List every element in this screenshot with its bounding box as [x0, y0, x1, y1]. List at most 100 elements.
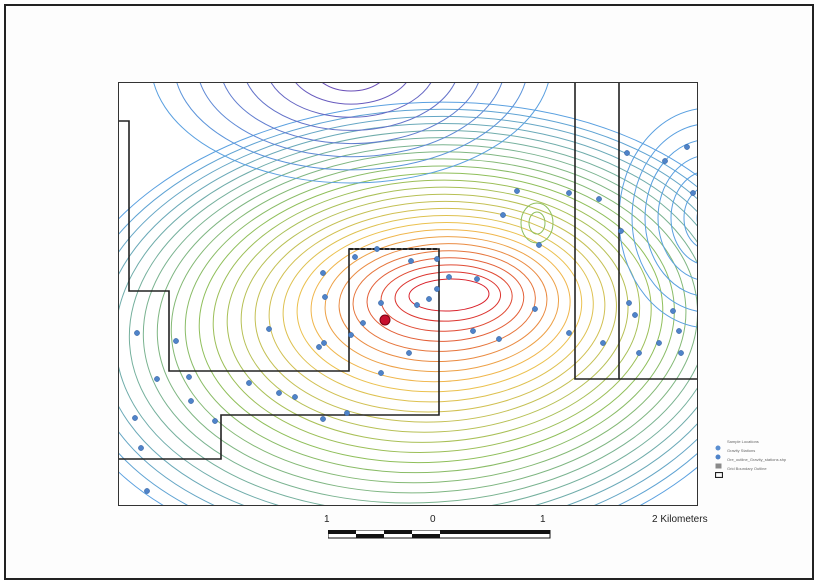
station-point [414, 302, 420, 308]
station-point [496, 336, 502, 342]
boundary-line [574, 83, 697, 380]
station-point [316, 344, 322, 350]
contour-map-svg [119, 83, 697, 505]
station-point [670, 308, 676, 314]
contour-line [631, 124, 697, 312]
contour-line [184, 165, 675, 474]
station-point [173, 338, 179, 344]
contour-line [310, 229, 571, 383]
legend-label: Ore_outline_Gravity_stations.shp [727, 456, 787, 462]
legend-label: Gravity Stations [727, 447, 756, 453]
station-point [678, 350, 684, 356]
station-point [434, 256, 440, 262]
target-location-marker [379, 314, 391, 326]
station-point [292, 394, 298, 400]
blue-dot-icon [715, 438, 723, 451]
legend-item: Sample Locations [715, 437, 805, 451]
map-sheet: Sample Locations Gravity Stations Ore_ou… [4, 4, 814, 580]
scale-label: 1 [540, 514, 546, 525]
station-point [360, 320, 366, 326]
blue-dot-icon [715, 447, 723, 460]
map-legend: Sample Locations Gravity Stations Ore_ou… [714, 437, 805, 479]
station-point [690, 190, 696, 196]
station-point [632, 312, 638, 318]
contour-line [657, 156, 697, 280]
contour-line [153, 83, 549, 184]
contour-line [282, 214, 594, 403]
contour-line [119, 130, 697, 505]
station-point [344, 410, 350, 416]
contour-line [670, 172, 697, 264]
station-point [408, 258, 414, 264]
contour-line [199, 83, 503, 158]
station-point [618, 228, 624, 234]
contour-line [212, 179, 652, 453]
station-point [566, 330, 572, 336]
contour-line [296, 222, 583, 393]
contour-line [338, 243, 548, 363]
station-point [636, 350, 642, 356]
contour-line [324, 236, 560, 373]
station-point [186, 374, 192, 380]
station-point [138, 445, 144, 451]
gray-square-icon [715, 456, 723, 469]
station-point [406, 350, 412, 356]
contour-line [119, 122, 697, 505]
station-point [600, 340, 606, 346]
contour-line [223, 83, 479, 145]
station-point [322, 294, 328, 300]
station-point [276, 390, 282, 396]
station-point [656, 340, 662, 346]
contour-line [119, 101, 697, 505]
station-point [320, 270, 326, 276]
outline-rect-icon [714, 465, 724, 479]
contour-line [295, 83, 407, 105]
contour-line [226, 186, 641, 443]
contour-line [696, 213, 697, 223]
legend-item: Gravity Stations [715, 446, 805, 460]
station-point [154, 376, 160, 382]
legend-label: Grid Boundary Outline [727, 465, 767, 471]
contour-lines [119, 83, 697, 505]
station-point [134, 330, 140, 336]
legend-item: Grid Boundary Outline [714, 464, 805, 479]
station-point [378, 370, 384, 376]
contour-line [268, 207, 606, 413]
station-point [596, 196, 602, 202]
contour-line [270, 83, 432, 118]
contour-line [119, 115, 697, 505]
contour-line [119, 108, 697, 505]
contour-line [644, 140, 697, 296]
scale-label: 2 Kilometers [652, 514, 708, 525]
station-point [374, 246, 380, 252]
station-point [144, 488, 150, 494]
scale-bar-graphic [328, 530, 551, 539]
station-point [434, 286, 440, 292]
station-point [474, 276, 480, 282]
contour-line [380, 264, 513, 332]
contour-line [170, 158, 687, 484]
station-point [352, 254, 358, 260]
boundary-line [119, 120, 440, 460]
station-point [188, 398, 194, 404]
contour-line [366, 257, 525, 342]
contour-line [198, 172, 664, 464]
contour-line [156, 151, 697, 494]
station-point [624, 150, 630, 156]
legend-label: Sample Locations [727, 438, 759, 444]
scale-label: 1 [324, 514, 330, 525]
station-point [378, 300, 384, 306]
station-point [470, 328, 476, 334]
contour-line [322, 83, 380, 92]
station-point [536, 242, 542, 248]
contour-line [254, 200, 617, 423]
contour-line [142, 144, 697, 504]
station-point [446, 274, 452, 280]
station-point [246, 380, 252, 386]
contour-line [394, 271, 502, 322]
contour-map [118, 82, 698, 506]
station-point [320, 416, 326, 422]
station-point [684, 144, 690, 150]
station-point [532, 306, 538, 312]
contour-line [128, 137, 697, 505]
